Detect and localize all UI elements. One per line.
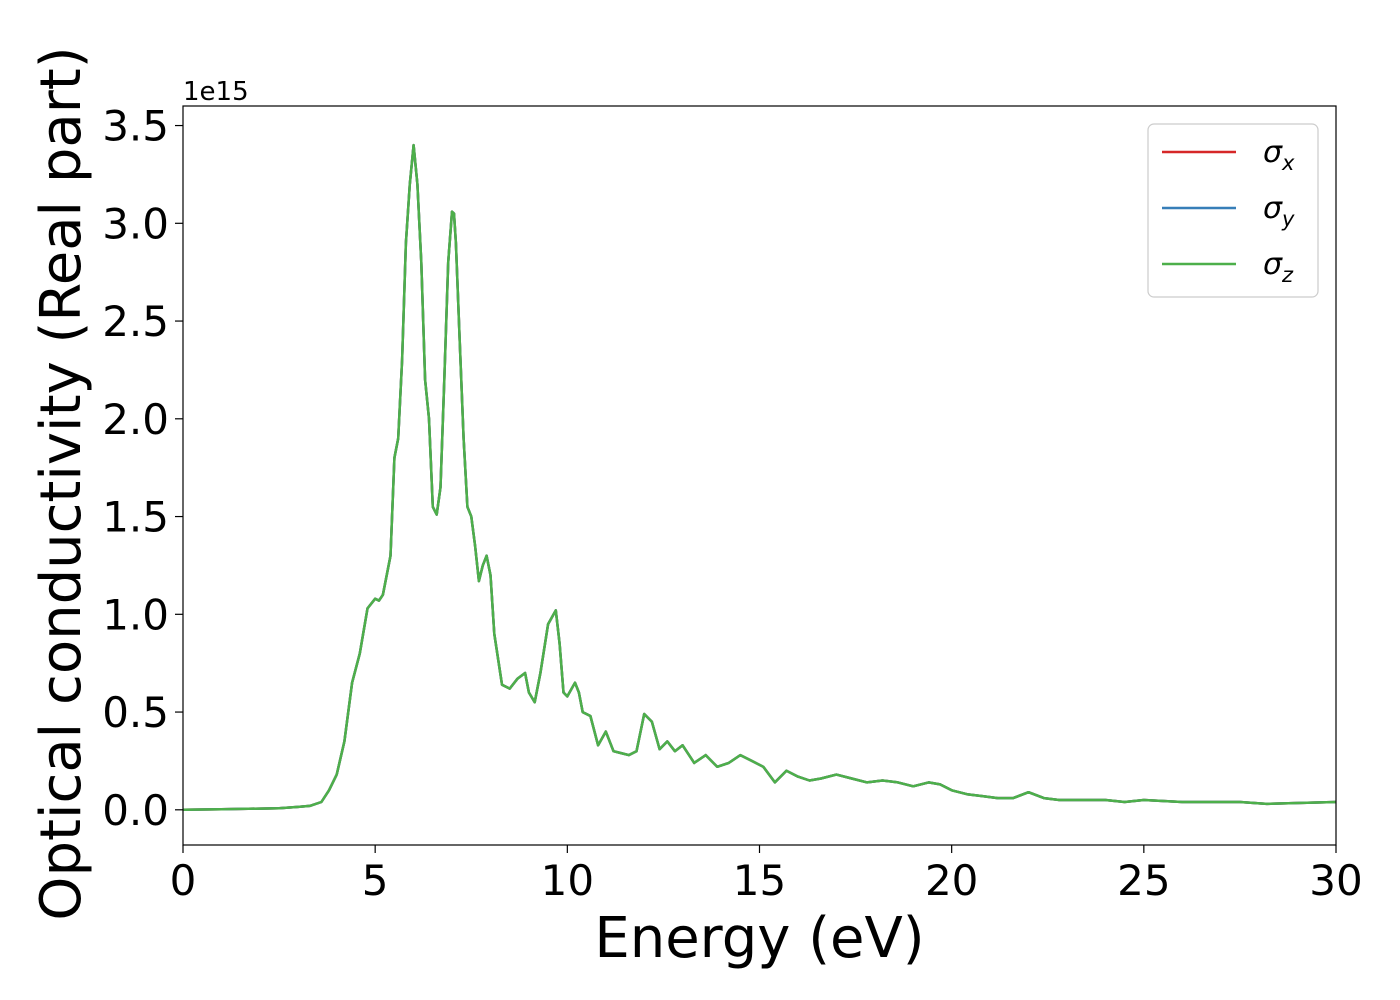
x-axis-ticks: 0 5 10 15 20 25 30 — [170, 845, 1363, 905]
x-tick-label: 30 — [1309, 856, 1362, 905]
y-tick-label: 0.5 — [102, 688, 169, 737]
x-tick-label: 20 — [925, 856, 978, 905]
y-tick-label: 3.5 — [102, 102, 169, 151]
x-tick-label: 10 — [541, 856, 594, 905]
legend-label: σy — [1263, 191, 1295, 231]
y-axis-offset-label: 1e15 — [183, 77, 249, 107]
x-tick-label: 5 — [362, 856, 389, 905]
series-line-3 — [182, 143, 1337, 812]
x-tick-label: 0 — [170, 856, 197, 905]
y-tick-label: 0.0 — [102, 786, 169, 835]
x-tick-label: 15 — [733, 856, 786, 905]
legend-label: σx — [1263, 135, 1295, 175]
y-tick-label: 1.5 — [102, 493, 169, 542]
legend: σx σy σz — [1147, 123, 1319, 298]
y-axis-ticks: 0.0 0.5 1.0 1.5 2.0 2.5 3.0 3.5 — [102, 102, 183, 835]
legend-label: σz — [1263, 247, 1294, 287]
legend-box — [1147, 123, 1319, 298]
x-axis-label: Energy (eV) — [594, 906, 924, 971]
x-tick-label: 25 — [1117, 856, 1170, 905]
y-tick-label: 2.0 — [102, 395, 169, 444]
y-tick-label: 1.0 — [102, 590, 169, 639]
y-tick-label: 3.0 — [102, 199, 169, 248]
y-tick-label: 2.5 — [102, 297, 169, 346]
series-layer — [182, 143, 1337, 812]
y-axis-label: Optical conductivity (Real part) — [29, 46, 94, 920]
